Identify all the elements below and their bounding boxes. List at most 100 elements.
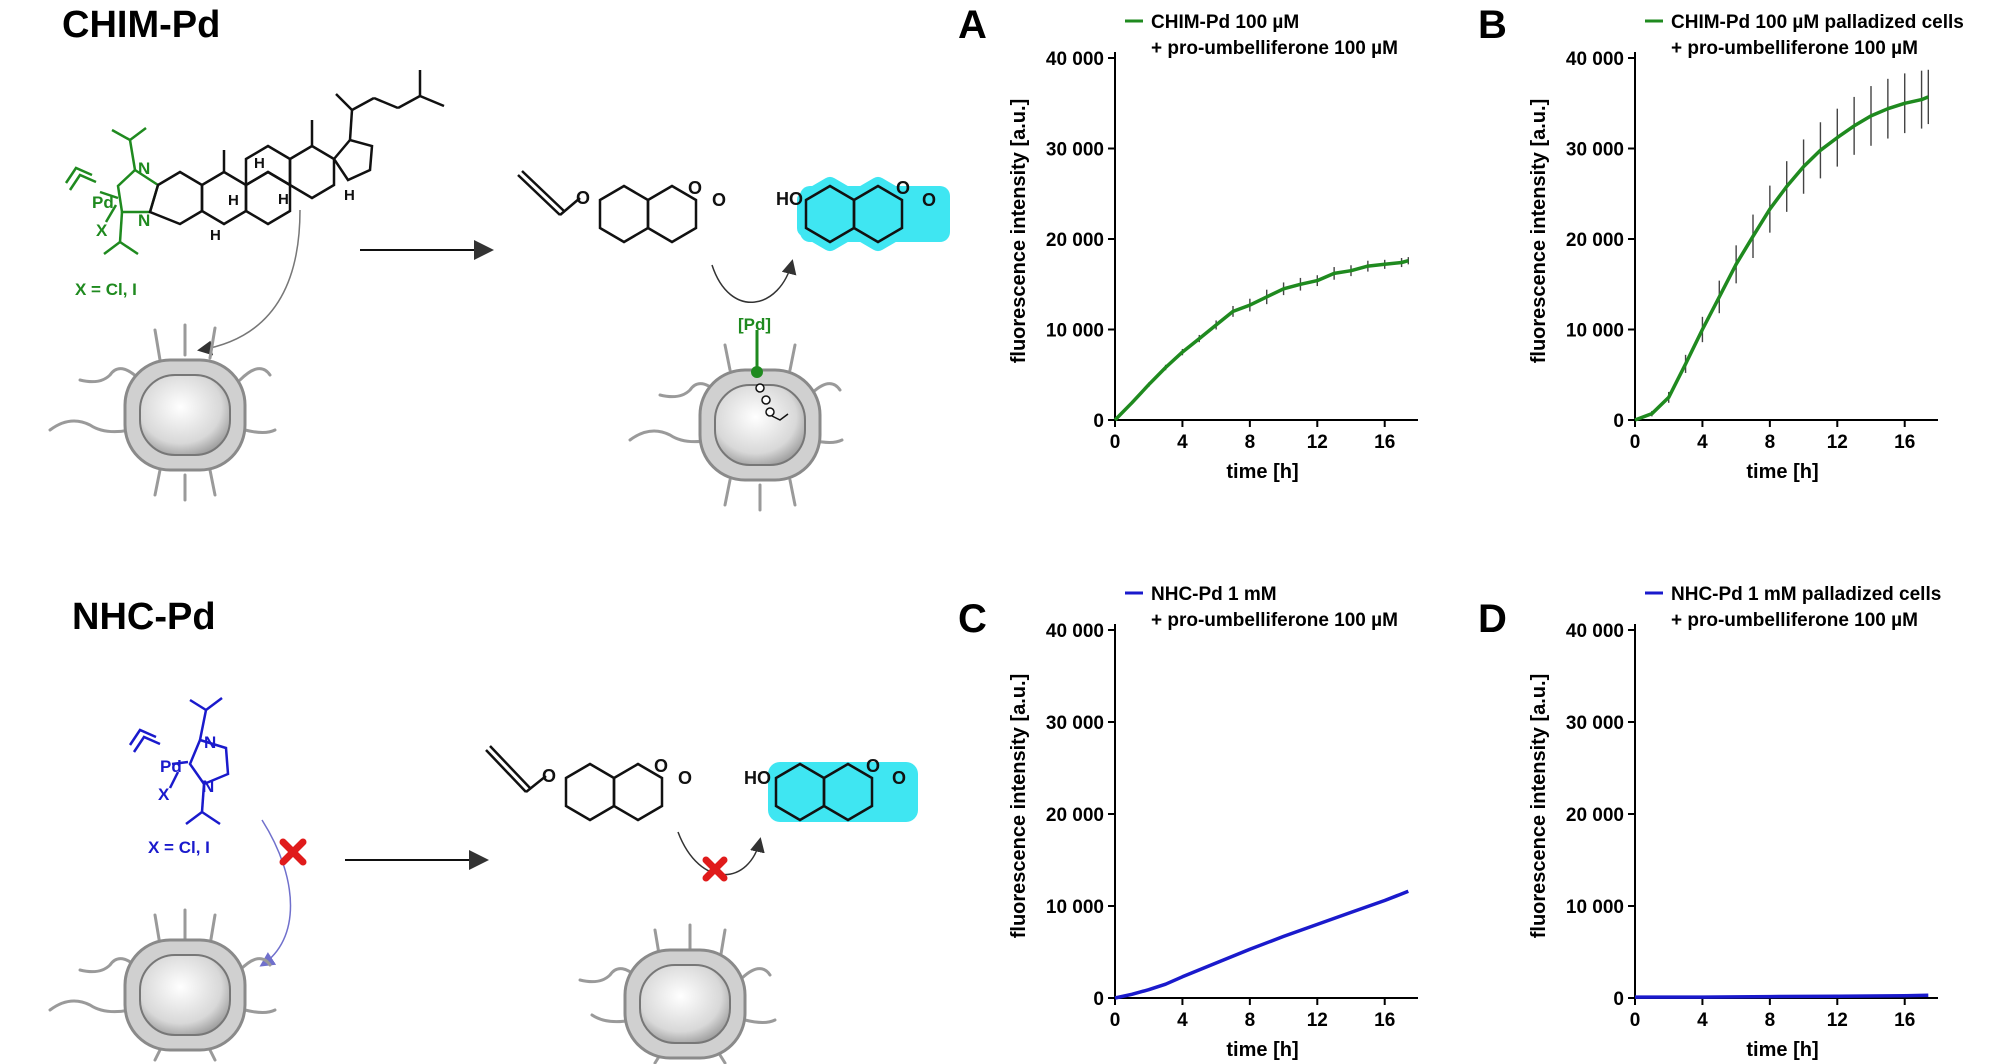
catalysis-arrow bbox=[711, 259, 797, 304]
y-tick-label: 0 bbox=[1613, 411, 1624, 432]
chart-panel-b: B 0 10 000 20 000 30 000 40 000 0 4 8 12 16 time [h… bbox=[1478, 3, 1964, 483]
y-tick-label: 40 000 bbox=[1566, 49, 1624, 70]
h-label-2: H bbox=[278, 191, 289, 208]
x-tick-label: 4 bbox=[1697, 432, 1708, 453]
x-tick-label: 8 bbox=[1765, 1010, 1776, 1031]
x-tick-label: 0 bbox=[1630, 1010, 1641, 1031]
bacterium-cell-4 bbox=[578, 923, 777, 1064]
scheme-title-chim-pd: CHIM-Pd bbox=[62, 4, 221, 46]
chart-panel-c: C 0 10 000 20 000 30 000 40 000 0 4 8 12 16 time [h… bbox=[958, 584, 1418, 1061]
x-substituent-label: X = Cl, I bbox=[75, 280, 137, 299]
ho-label: HO bbox=[776, 189, 803, 209]
panel-letter-d: D bbox=[1478, 597, 1507, 641]
y-tick-label: 10 000 bbox=[1046, 321, 1104, 342]
x-tick-label: 16 bbox=[1894, 1010, 1915, 1031]
x-tick-label: 16 bbox=[1374, 432, 1395, 453]
h-label-3: H bbox=[228, 192, 239, 209]
legend-line-2: + pro-umbelliferone 100 µM bbox=[1671, 610, 1918, 631]
x-tick-label: 16 bbox=[1374, 1010, 1395, 1031]
pd-atom-label-nhc: Pd bbox=[160, 757, 182, 776]
steroid-skeleton bbox=[148, 70, 445, 226]
y-tick-label: 30 000 bbox=[1566, 713, 1624, 734]
x-tick-label: 4 bbox=[1697, 1010, 1708, 1031]
y-tick-label: 0 bbox=[1093, 989, 1104, 1010]
failed-uptake-arrow bbox=[259, 819, 292, 967]
x-tick-label: 8 bbox=[1765, 432, 1776, 453]
y-tick-label: 30 000 bbox=[1046, 713, 1104, 734]
y-tick-label: 40 000 bbox=[1046, 49, 1104, 70]
x-tick-label: 12 bbox=[1307, 1010, 1328, 1031]
legend-line-2: + pro-umbelliferone 100 µM bbox=[1151, 38, 1398, 59]
umbelliferone-structure: HO O O bbox=[776, 177, 950, 251]
chart-panel-d: D 0 10 000 20 000 30 000 40 000 0 4 8 12 16 time [h… bbox=[1478, 584, 1941, 1061]
n-atom-label-nhc-bottom: N bbox=[202, 777, 214, 796]
series-line bbox=[1634, 95, 1929, 422]
y-axis-title: fluorescence intensity [a.u.] bbox=[1008, 674, 1030, 939]
panel-letter-b: B bbox=[1478, 3, 1507, 47]
n-atom-label-top: N bbox=[138, 159, 150, 178]
x-tick-label: 4 bbox=[1177, 432, 1188, 453]
x-tick-label: 16 bbox=[1894, 432, 1915, 453]
series-line bbox=[1114, 889, 1409, 1000]
x-atom-label: X bbox=[96, 221, 108, 240]
ho-label-2: HO bbox=[744, 768, 771, 788]
cross-icon-2 bbox=[702, 856, 728, 882]
bacterium-cell-1 bbox=[48, 323, 277, 502]
y-axis-title: fluorescence intensity [a.u.] bbox=[1528, 674, 1550, 939]
x-axis-title: time [h] bbox=[1226, 1039, 1298, 1061]
o-label-ring-4: O bbox=[866, 756, 880, 776]
legend-line-1: CHIM-Pd 100 µM palladized cells bbox=[1671, 12, 1964, 33]
y-tick-label: 0 bbox=[1093, 411, 1104, 432]
x-substituent-label-nhc: X = Cl, I bbox=[148, 838, 210, 857]
o-label-ring-3: O bbox=[654, 756, 668, 776]
nhc-pd-complex: Pd X N N X = Cl, I bbox=[128, 697, 230, 857]
y-tick-label: 20 000 bbox=[1046, 230, 1104, 251]
y-tick-label: 30 000 bbox=[1566, 140, 1624, 161]
y-tick-label: 30 000 bbox=[1046, 140, 1104, 161]
chim-pd-scheme: Pd X N N X = Cl, I H H H H H bbox=[48, 70, 950, 512]
umbelliferone-structure-2: HO O O bbox=[744, 756, 918, 822]
uptake-arrow bbox=[197, 209, 301, 356]
series-line bbox=[1113, 259, 1409, 422]
x-tick-label: 12 bbox=[1307, 432, 1328, 453]
legend-line-1: NHC-Pd 1 mM palladized cells bbox=[1671, 584, 1941, 605]
y-tick-label: 10 000 bbox=[1566, 897, 1624, 918]
pro-umbelliferone-structure bbox=[517, 170, 698, 244]
x-tick-label: 4 bbox=[1177, 1010, 1188, 1031]
x-tick-label: 8 bbox=[1245, 432, 1256, 453]
legend-line-2: + pro-umbelliferone 100 µM bbox=[1671, 38, 1918, 59]
o-label-carbonyl-4: O bbox=[892, 768, 906, 788]
o-label-carbonyl: O bbox=[712, 190, 726, 210]
chim-pd-complex: Pd X N N X = Cl, I bbox=[64, 127, 160, 299]
y-tick-label: 10 000 bbox=[1566, 321, 1624, 342]
n-atom-label-nhc-top: N bbox=[204, 733, 216, 752]
y-axis-title: fluorescence intensity [a.u.] bbox=[1528, 99, 1550, 364]
o-label-ether: O bbox=[576, 188, 590, 208]
panel-letter-c: C bbox=[958, 597, 987, 641]
scheme-title-nhc-pd: NHC-Pd bbox=[72, 596, 216, 638]
o-label-ring-2: O bbox=[896, 178, 910, 198]
chart-panel-a: A 0 10 000 20 000 30 000 40 000 0 4 8 12 16 time [h… bbox=[958, 3, 1418, 483]
o-label-ether-2: O bbox=[542, 766, 556, 786]
legend-line-1: NHC-Pd 1 mM bbox=[1151, 584, 1277, 605]
pd-atom-label: Pd bbox=[92, 193, 114, 212]
y-tick-label: 20 000 bbox=[1046, 805, 1104, 826]
bacterium-cell-3 bbox=[48, 908, 277, 1062]
x-tick-label: 0 bbox=[1630, 432, 1641, 453]
cross-icon bbox=[279, 838, 307, 866]
y-tick-label: 20 000 bbox=[1566, 230, 1624, 251]
bacterium-cell-2: [Pd] bbox=[628, 315, 844, 512]
x-axis-title: time [h] bbox=[1746, 1039, 1818, 1061]
pro-umbelliferone-structure-2 bbox=[485, 745, 664, 822]
nhc-pd-scheme: Pd X N N X = Cl, I O O O bbox=[48, 697, 918, 1064]
legend-line-1: CHIM-Pd 100 µM bbox=[1151, 12, 1299, 33]
x-tick-label: 12 bbox=[1827, 1010, 1848, 1031]
n-atom-label-bottom: N bbox=[138, 211, 150, 230]
o-label-ring: O bbox=[688, 178, 702, 198]
h-label-4: H bbox=[210, 227, 221, 244]
pd-cell-label: [Pd] bbox=[738, 315, 771, 334]
x-atom-label-nhc: X bbox=[158, 785, 170, 804]
x-tick-label: 0 bbox=[1110, 1010, 1121, 1031]
panel-letter-a: A bbox=[958, 3, 987, 47]
